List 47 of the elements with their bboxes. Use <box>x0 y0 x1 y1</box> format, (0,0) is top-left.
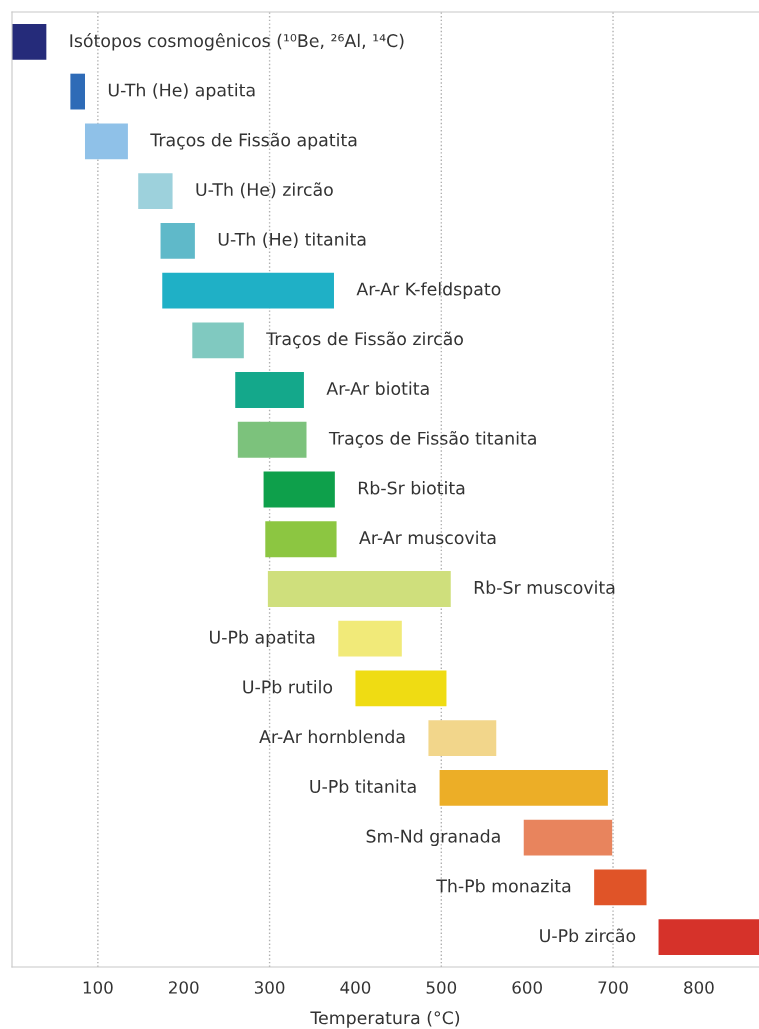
bar <box>355 670 447 707</box>
x-axis-title: Temperatura (°C) <box>310 1010 460 1028</box>
x-tick-label: 800 <box>684 981 714 994</box>
bar <box>235 372 304 408</box>
y-tick-label: U-Th (He) zircão <box>196 182 333 199</box>
bar <box>138 173 173 209</box>
bar <box>192 322 244 359</box>
y-tick-label: Traços de Fissão zircão <box>266 331 463 349</box>
bar <box>263 471 335 508</box>
y-tick-label: Th-Pb monazita <box>436 879 571 893</box>
bar <box>338 620 402 657</box>
x-tick-label: 200 <box>169 981 199 994</box>
y-tick-label: Ar-Ar K-feldspato <box>356 282 501 299</box>
y-tick-label: Ar-Ar muscovita <box>359 530 496 545</box>
x-tick-label: 300 <box>254 981 285 994</box>
bar <box>70 73 85 110</box>
bar <box>160 222 195 259</box>
x-tick-label: 600 <box>512 981 542 994</box>
bar <box>162 272 334 309</box>
x-tick-label: 100 <box>83 981 113 994</box>
bar <box>523 819 613 856</box>
y-tick-label: Ar-Ar biotita <box>326 381 429 396</box>
bar <box>237 421 307 458</box>
bar <box>267 571 451 607</box>
y-tick-label: Ar-Ar hornblenda <box>259 729 405 744</box>
x-tick-label: 400 <box>340 981 371 994</box>
y-tick-label: Isótopos cosmogênicos (¹⁰Be, ²⁶Al, ¹⁴C) <box>70 33 404 51</box>
y-tick-label: Sm-Nd granada <box>366 829 500 847</box>
y-tick-label: Traços de Fissão titanita <box>328 431 536 448</box>
y-tick-label: Rb-Sr biotita <box>358 481 465 495</box>
x-tick-label: 700 <box>598 981 628 994</box>
bar <box>428 720 497 757</box>
bar <box>594 869 647 906</box>
y-tick-label: Rb-Sr muscovita <box>474 580 615 595</box>
bar <box>84 123 128 160</box>
bar <box>439 770 608 806</box>
bar <box>12 23 47 60</box>
y-tick-label: U-Pb rutilo <box>243 680 333 694</box>
y-tick-label: U-Th (He) titanita <box>218 232 366 248</box>
y-tick-label: U-Pb apatita <box>210 630 315 648</box>
y-tick-label: Traços de Fissão apatita <box>150 132 357 150</box>
bar <box>658 919 759 956</box>
x-tick-label: 500 <box>426 981 457 994</box>
y-tick-label: U-Pb zircão <box>540 928 636 943</box>
y-tick-label: U-Pb titanita <box>310 779 416 793</box>
y-tick-label: U-Th (He) apatita <box>108 83 255 100</box>
bar <box>265 521 337 558</box>
